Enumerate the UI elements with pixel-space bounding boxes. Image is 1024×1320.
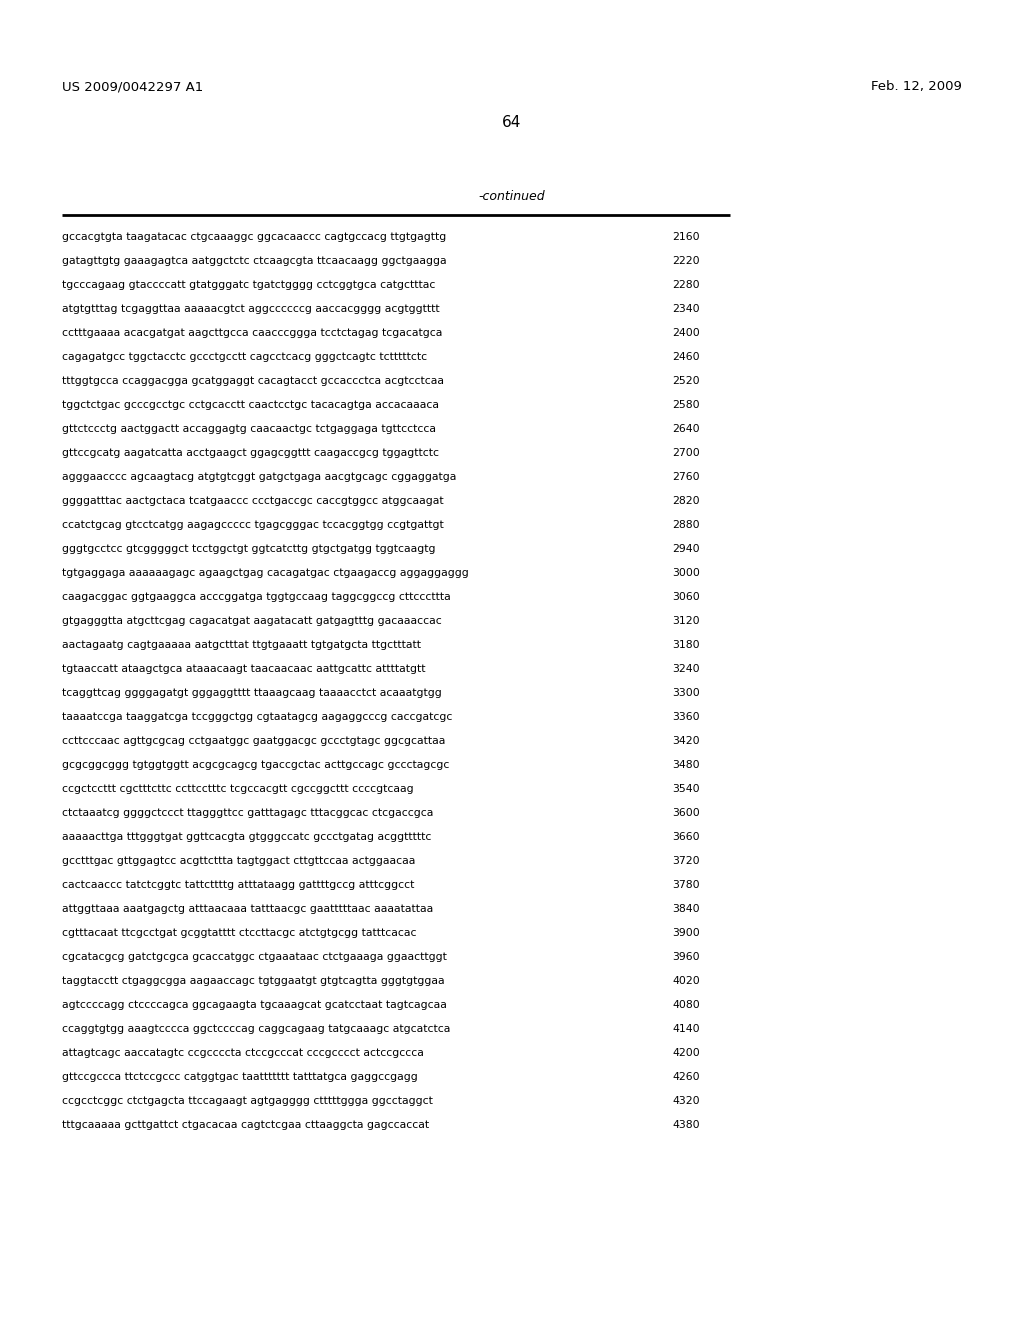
Text: 3120: 3120 bbox=[672, 616, 699, 626]
Text: 2760: 2760 bbox=[672, 473, 699, 482]
Text: 3840: 3840 bbox=[672, 904, 699, 913]
Text: 3000: 3000 bbox=[672, 568, 699, 578]
Text: 2460: 2460 bbox=[672, 352, 699, 362]
Text: ccgctccttt cgctttcttc ccttcctttc tcgccacgtt cgccggcttt ccccgtcaag: ccgctccttt cgctttcttc ccttcctttc tcgccac… bbox=[62, 784, 414, 795]
Text: tcaggttcag ggggagatgt gggaggtttt ttaaagcaag taaaacctct acaaatgtgg: tcaggttcag ggggagatgt gggaggtttt ttaaagc… bbox=[62, 688, 441, 698]
Text: gttccgcatg aagatcatta acctgaagct ggagcggttt caagaccgcg tggagttctc: gttccgcatg aagatcatta acctgaagct ggagcgg… bbox=[62, 447, 439, 458]
Text: 3480: 3480 bbox=[672, 760, 699, 770]
Text: Feb. 12, 2009: Feb. 12, 2009 bbox=[871, 81, 962, 92]
Text: tttggtgcca ccaggacgga gcatggaggt cacagtacct gccaccctca acgtcctcaa: tttggtgcca ccaggacgga gcatggaggt cacagta… bbox=[62, 376, 444, 385]
Text: tgtgaggaga aaaaaagagc agaagctgag cacagatgac ctgaagaccg aggaggaggg: tgtgaggaga aaaaaagagc agaagctgag cacagat… bbox=[62, 568, 469, 578]
Text: 3540: 3540 bbox=[672, 784, 699, 795]
Text: cagagatgcc tggctacctc gccctgcctt cagcctcacg gggctcagtc tctttttctc: cagagatgcc tggctacctc gccctgcctt cagcctc… bbox=[62, 352, 427, 362]
Text: 2340: 2340 bbox=[672, 304, 699, 314]
Text: gcctttgac gttggagtcc acgttcttta tagtggact cttgttccaa actggaacaa: gcctttgac gttggagtcc acgttcttta tagtggac… bbox=[62, 855, 416, 866]
Text: caagacggac ggtgaaggca acccggatga tggtgccaag taggcggccg cttcccttta: caagacggac ggtgaaggca acccggatga tggtgcc… bbox=[62, 591, 451, 602]
Text: ccaggtgtgg aaagtcccca ggctccccag caggcagaag tatgcaaagc atgcatctca: ccaggtgtgg aaagtcccca ggctccccag caggcag… bbox=[62, 1024, 451, 1034]
Text: 4320: 4320 bbox=[672, 1096, 699, 1106]
Text: 2160: 2160 bbox=[672, 232, 699, 242]
Text: 3780: 3780 bbox=[672, 880, 699, 890]
Text: taaaatccga taaggatcga tccgggctgg cgtaatagcg aagaggcccg caccgatcgc: taaaatccga taaggatcga tccgggctgg cgtaata… bbox=[62, 711, 453, 722]
Text: -continued: -continued bbox=[478, 190, 546, 203]
Text: 4020: 4020 bbox=[672, 975, 699, 986]
Text: 3180: 3180 bbox=[672, 640, 699, 649]
Text: ggggatttac aactgctaca tcatgaaccc ccctgaccgc caccgtggcc atggcaagat: ggggatttac aactgctaca tcatgaaccc ccctgac… bbox=[62, 496, 443, 506]
Text: gccacgtgta taagatacac ctgcaaaggc ggcacaaccc cagtgccacg ttgtgagttg: gccacgtgta taagatacac ctgcaaaggc ggcacaa… bbox=[62, 232, 446, 242]
Text: 3300: 3300 bbox=[672, 688, 699, 698]
Text: aaaaacttga tttgggtgat ggttcacgta gtgggccatc gccctgatag acggtttttc: aaaaacttga tttgggtgat ggttcacgta gtgggcc… bbox=[62, 832, 431, 842]
Text: 3720: 3720 bbox=[672, 855, 699, 866]
Text: 2220: 2220 bbox=[672, 256, 699, 267]
Text: taggtacctt ctgaggcgga aagaaccagc tgtggaatgt gtgtcagtta gggtgtggaa: taggtacctt ctgaggcgga aagaaccagc tgtggaa… bbox=[62, 975, 444, 986]
Text: 2700: 2700 bbox=[672, 447, 699, 458]
Text: 2640: 2640 bbox=[672, 424, 699, 434]
Text: agtccccagg ctccccagca ggcagaagta tgcaaagcat gcatcctaat tagtcagcaa: agtccccagg ctccccagca ggcagaagta tgcaaag… bbox=[62, 1001, 446, 1010]
Text: 64: 64 bbox=[503, 115, 521, 129]
Text: cctttgaaaa acacgatgat aagcttgcca caacccggga tcctctagag tcgacatgca: cctttgaaaa acacgatgat aagcttgcca caacccg… bbox=[62, 327, 442, 338]
Text: ccgcctcggc ctctgagcta ttccagaagt agtgagggg ctttttggga ggcctaggct: ccgcctcggc ctctgagcta ttccagaagt agtgagg… bbox=[62, 1096, 433, 1106]
Text: attagtcagc aaccatagtc ccgccccta ctccgcccat cccgcccct actccgccca: attagtcagc aaccatagtc ccgccccta ctccgccc… bbox=[62, 1048, 424, 1059]
Text: 2940: 2940 bbox=[672, 544, 699, 554]
Text: 4140: 4140 bbox=[672, 1024, 699, 1034]
Text: cgtttacaat ttcgcctgat gcggtatttt ctccttacgc atctgtgcgg tatttcacac: cgtttacaat ttcgcctgat gcggtatttt ctcctta… bbox=[62, 928, 417, 939]
Text: 4200: 4200 bbox=[672, 1048, 699, 1059]
Text: 4080: 4080 bbox=[672, 1001, 699, 1010]
Text: 2400: 2400 bbox=[672, 327, 699, 338]
Text: 4380: 4380 bbox=[672, 1119, 699, 1130]
Text: 3600: 3600 bbox=[672, 808, 699, 818]
Text: 3240: 3240 bbox=[672, 664, 699, 675]
Text: atgtgtttag tcgaggttaa aaaaacgtct aggccccccg aaccacgggg acgtggtttt: atgtgtttag tcgaggttaa aaaaacgtct aggcccc… bbox=[62, 304, 439, 314]
Text: gttctccctg aactggactt accaggagtg caacaactgc tctgaggaga tgttcctcca: gttctccctg aactggactt accaggagtg caacaac… bbox=[62, 424, 436, 434]
Text: 2580: 2580 bbox=[672, 400, 699, 411]
Text: tttgcaaaaa gcttgattct ctgacacaa cagtctcgaa cttaaggcta gagccaccat: tttgcaaaaa gcttgattct ctgacacaa cagtctcg… bbox=[62, 1119, 429, 1130]
Text: tgcccagaag gtaccccatt gtatgggatc tgatctgggg cctcggtgca catgctttac: tgcccagaag gtaccccatt gtatgggatc tgatctg… bbox=[62, 280, 435, 290]
Text: tggctctgac gcccgcctgc cctgcacctt caactcctgc tacacagtga accacaaaca: tggctctgac gcccgcctgc cctgcacctt caactcc… bbox=[62, 400, 439, 411]
Text: 3900: 3900 bbox=[672, 928, 699, 939]
Text: 3960: 3960 bbox=[672, 952, 699, 962]
Text: agggaacccc agcaagtacg atgtgtcggt gatgctgaga aacgtgcagc cggaggatga: agggaacccc agcaagtacg atgtgtcggt gatgctg… bbox=[62, 473, 457, 482]
Text: 2520: 2520 bbox=[672, 376, 699, 385]
Text: 3660: 3660 bbox=[672, 832, 699, 842]
Text: ctctaaatcg ggggctccct ttagggttcc gatttagagc tttacggcac ctcgaccgca: ctctaaatcg ggggctccct ttagggttcc gatttag… bbox=[62, 808, 433, 818]
Text: 3060: 3060 bbox=[672, 591, 699, 602]
Text: attggttaaa aaatgagctg atttaacaaa tatttaacgc gaatttttaac aaaatattaa: attggttaaa aaatgagctg atttaacaaa tatttaa… bbox=[62, 904, 433, 913]
Text: tgtaaccatt ataagctgca ataaacaagt taacaacaac aattgcattc attttatgtt: tgtaaccatt ataagctgca ataaacaagt taacaac… bbox=[62, 664, 426, 675]
Text: cactcaaccc tatctcggtc tattcttttg atttataagg gattttgccg atttcggcct: cactcaaccc tatctcggtc tattcttttg atttata… bbox=[62, 880, 415, 890]
Text: aactagaatg cagtgaaaaa aatgctttat ttgtgaaatt tgtgatgcta ttgctttatt: aactagaatg cagtgaaaaa aatgctttat ttgtgaa… bbox=[62, 640, 421, 649]
Text: ccttcccaac agttgcgcag cctgaatggc gaatggacgc gccctgtagc ggcgcattaa: ccttcccaac agttgcgcag cctgaatggc gaatgga… bbox=[62, 737, 445, 746]
Text: 3360: 3360 bbox=[672, 711, 699, 722]
Text: 2820: 2820 bbox=[672, 496, 699, 506]
Text: 2280: 2280 bbox=[672, 280, 699, 290]
Text: gggtgcctcc gtcgggggct tcctggctgt ggtcatcttg gtgctgatgg tggtcaagtg: gggtgcctcc gtcgggggct tcctggctgt ggtcatc… bbox=[62, 544, 435, 554]
Text: gcgcggcggg tgtggtggtt acgcgcagcg tgaccgctac acttgccagc gccctagcgc: gcgcggcggg tgtggtggtt acgcgcagcg tgaccgc… bbox=[62, 760, 450, 770]
Text: gtgagggtta atgcttcgag cagacatgat aagatacatt gatgagtttg gacaaaccac: gtgagggtta atgcttcgag cagacatgat aagatac… bbox=[62, 616, 441, 626]
Text: gttccgccca ttctccgccc catggtgac taattttttt tatttatgca gaggccgagg: gttccgccca ttctccgccc catggtgac taattttt… bbox=[62, 1072, 418, 1082]
Text: ccatctgcag gtcctcatgg aagagccccc tgagcgggac tccacggtgg ccgtgattgt: ccatctgcag gtcctcatgg aagagccccc tgagcgg… bbox=[62, 520, 443, 531]
Text: US 2009/0042297 A1: US 2009/0042297 A1 bbox=[62, 81, 203, 92]
Text: gatagttgtg gaaagagtca aatggctctc ctcaagcgta ttcaacaagg ggctgaagga: gatagttgtg gaaagagtca aatggctctc ctcaagc… bbox=[62, 256, 446, 267]
Text: 3420: 3420 bbox=[672, 737, 699, 746]
Text: cgcatacgcg gatctgcgca gcaccatggc ctgaaataac ctctgaaaga ggaacttggt: cgcatacgcg gatctgcgca gcaccatggc ctgaaat… bbox=[62, 952, 446, 962]
Text: 2880: 2880 bbox=[672, 520, 699, 531]
Text: 4260: 4260 bbox=[672, 1072, 699, 1082]
